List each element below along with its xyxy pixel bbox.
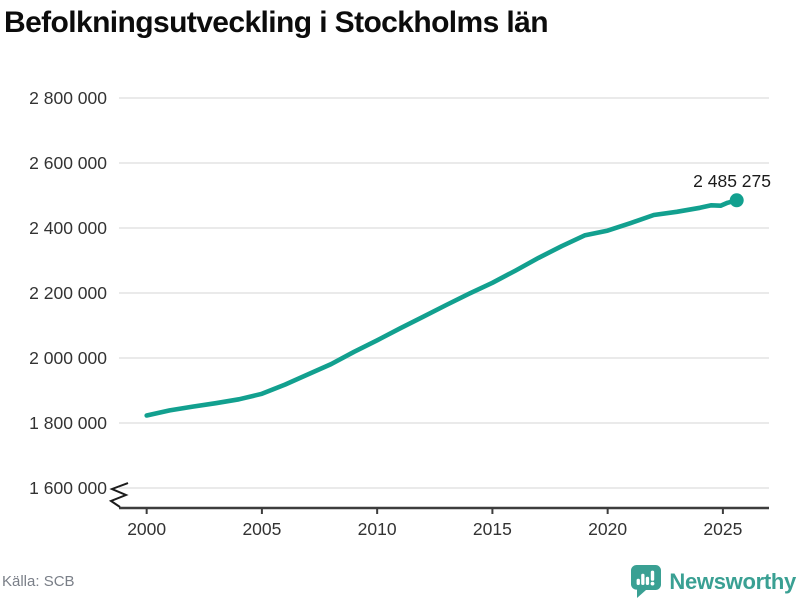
y-axis-break-icon <box>108 482 129 508</box>
x-tick-label: 2005 <box>242 519 281 539</box>
x-tick-label: 2025 <box>703 519 742 539</box>
population-line <box>144 198 740 418</box>
y-tick-label: 2 800 000 <box>29 88 107 108</box>
chart-footer: Källa: SCB Newsworthy <box>0 563 800 600</box>
chart-title: Befolkningsutveckling i Stockholms län <box>4 6 549 39</box>
y-tick-label: 1 800 000 <box>29 413 107 433</box>
source-text: Källa: SCB <box>2 573 75 590</box>
y-tick-label: 2 600 000 <box>29 153 107 173</box>
end-point-label: 2 485 275 <box>693 171 771 191</box>
x-tick-label: 2000 <box>127 519 166 539</box>
y-tick-label: 2 400 000 <box>29 218 107 238</box>
x-tick-label: 2015 <box>473 519 512 539</box>
y-tick-label: 1 600 000 <box>29 478 107 498</box>
newsworthy-logo[interactable]: Newsworthy <box>630 564 796 599</box>
bar-chart-bubble-icon <box>631 565 662 598</box>
y-tick-label: 2 000 000 <box>29 348 107 368</box>
x-tick-label: 2010 <box>358 519 397 539</box>
end-point-marker <box>729 193 744 208</box>
y-tick-label: 2 200 000 <box>29 283 107 303</box>
x-tick-label: 2020 <box>588 519 627 539</box>
brand-name: Newsworthy <box>669 568 796 594</box>
